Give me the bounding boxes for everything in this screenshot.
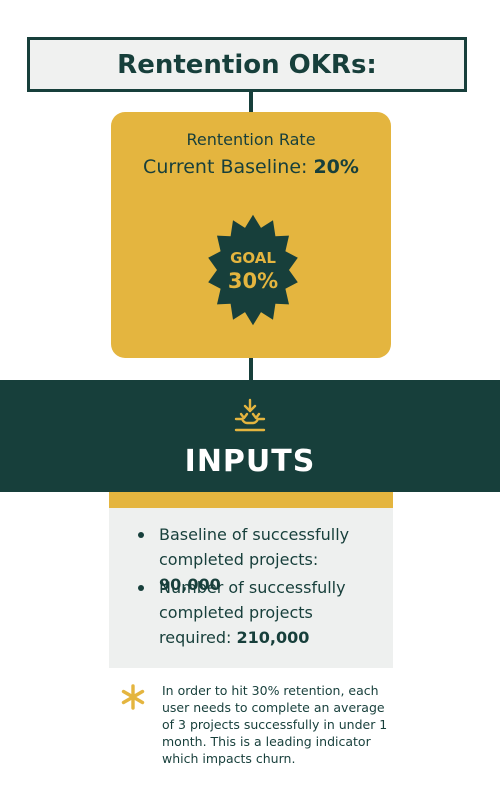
asterisk-icon xyxy=(121,684,145,710)
list-item: Number of successfully completed project… xyxy=(138,575,379,650)
current-baseline: Current Baseline: 20% xyxy=(111,156,391,178)
connector-line-top xyxy=(249,92,253,112)
connector-line-bottom xyxy=(249,358,253,380)
goal-badge: GOAL 30% xyxy=(205,212,301,328)
inputs-section-header: INPUTS xyxy=(0,380,500,492)
retention-rate-label: Rentention Rate xyxy=(186,130,316,149)
list-item-text: Number of successfully completed project… xyxy=(159,578,346,647)
list-item: Baseline of successfully completed proje… xyxy=(138,522,379,597)
retention-goal-card: Rentention Rate Current Baseline: 20% GO… xyxy=(111,112,391,358)
list-item-text: Baseline of successfully completed proje… xyxy=(159,525,350,569)
goal-label: GOAL xyxy=(230,249,276,267)
footnote-text: In order to hit 30% retention, each user… xyxy=(162,683,388,766)
baseline-label: Current Baseline: xyxy=(143,156,308,178)
goal-value: 30% xyxy=(227,269,279,293)
baseline-value: 20% xyxy=(313,156,359,178)
starburst-badge-icon xyxy=(208,214,298,326)
title-box: Rentention OKRs: xyxy=(27,37,467,92)
inputs-tray-icon xyxy=(234,398,266,432)
inputs-title: INPUTS xyxy=(184,444,316,479)
list-item-value: 90,000 xyxy=(159,575,221,594)
list-item-value: 210,000 xyxy=(236,628,310,647)
page-title: Rentention OKRs: xyxy=(117,49,377,80)
gold-accent-strip xyxy=(109,492,393,508)
inputs-list: Baseline of successfully completed proje… xyxy=(109,508,393,668)
